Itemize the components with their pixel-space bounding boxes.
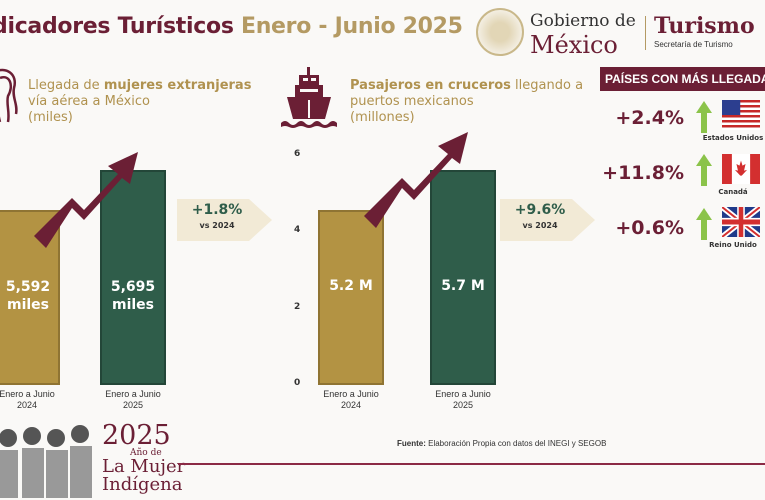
subtitle-unit: (millones): [350, 110, 415, 125]
country-name: Reino Unido: [709, 241, 757, 249]
x-label-2024: Enero a Junio 2024: [323, 389, 379, 410]
x-label-2024: Enero a Junio 2024: [0, 389, 55, 410]
subtitle-line2: puertos mexicanos: [350, 94, 474, 109]
data-label-2024: 5.2 M: [329, 278, 373, 294]
subtitle-unit: (miles): [28, 110, 73, 125]
cruise-ship-icon: [281, 67, 337, 128]
change-percent: +1.8%: [191, 202, 243, 218]
green-up-arrow-icon: [696, 208, 712, 240]
canada-flag-icon: [722, 154, 760, 184]
trend-up-arrow-icon: [364, 132, 468, 228]
bar-2025: [100, 170, 166, 385]
subtitle-text: Llegada de: [28, 78, 104, 93]
source-label: Fuente:: [397, 439, 426, 448]
country-name: Estados Unidos: [702, 134, 764, 142]
logo-brand: Turismo: [654, 13, 755, 39]
year-line2: Indígena: [102, 474, 183, 495]
source-text: Elaboración Propia con datos del INEGI y…: [425, 439, 607, 448]
usa-flag-icon: [722, 100, 760, 130]
change-ref: vs 2024: [522, 221, 558, 230]
country-change: +2.4%: [615, 107, 684, 129]
coat-of-arms-icon: [476, 8, 524, 56]
subtitle-bold: mujeres extranjeras: [103, 78, 252, 93]
change-percent: +9.6%: [514, 202, 566, 218]
y-tick: 4: [294, 225, 301, 236]
x-label-2025: Enero a Junio 2025: [435, 389, 491, 410]
data-label-2024: 5,592 miles: [5, 279, 51, 313]
year-line1: La Mujer: [102, 456, 186, 477]
turismo-logo: Turismo Secretaría de Turismo: [654, 14, 755, 49]
change-badge: +9.6% vs 2024: [500, 199, 595, 241]
y-tick: 0: [294, 378, 301, 388]
countries-panel-header: PAÍSES CON MÁS LLEGADAS: [600, 67, 765, 91]
badge-arrow-shape: [500, 199, 595, 241]
uk-flag-icon: [722, 207, 760, 237]
chart2-subtitle: Pasajeros en cruceros llegando a puertos…: [350, 78, 583, 126]
year-sub: Año de: [130, 448, 162, 458]
change-ref: vs 2024: [199, 221, 235, 230]
year-number: 2025: [102, 420, 171, 451]
trend-up-arrow-icon: [34, 152, 138, 248]
source-note: Fuente: Elaboración Propia con datos del…: [397, 439, 606, 448]
logo-divider: [645, 16, 646, 50]
data-label-2025: 5,695 miles: [110, 279, 156, 313]
y-tick: 6: [294, 149, 301, 159]
country-change: +11.8%: [602, 162, 684, 184]
title-period: Enero - Junio 2025: [240, 14, 463, 39]
subtitle-line2: vía aérea a México: [28, 94, 151, 109]
y-tick: 2: [294, 301, 301, 312]
green-up-arrow-icon: [696, 101, 712, 133]
data-label-2025: 5.7 M: [441, 278, 485, 294]
country-change: +0.6%: [615, 217, 684, 239]
footer-divider: [178, 463, 765, 465]
badge-arrow-shape: [177, 199, 272, 241]
women-silhouettes-icon: [0, 68, 18, 123]
logo-line2: México: [530, 31, 618, 59]
indigenous-women-illustration: [0, 425, 92, 498]
logo-brand-sub: Secretaría de Turismo: [654, 40, 733, 49]
bar-2024: [318, 209, 384, 385]
chart1-subtitle: Llegada de mujeres extranjeras vía aérea…: [28, 78, 251, 126]
x-label-2025: Enero a Junio 2025: [105, 389, 161, 410]
subtitle-bold: Pasajeros en cruceros: [350, 78, 511, 93]
title-main: dicadores Turísticos: [0, 14, 234, 39]
subtitle-text: llegando a: [510, 78, 584, 93]
year-of-indigenous-women-logo: 2025 Año de La Mujer Indígena: [102, 422, 185, 494]
change-badge: +1.8% vs 2024: [177, 199, 272, 241]
green-up-arrow-icon: [696, 154, 712, 186]
country-name: Canadá: [718, 188, 748, 196]
bar-2025: [430, 169, 496, 385]
page-title: dicadores Turísticos Enero - Junio 2025: [0, 14, 463, 39]
gobierno-logo: Gobierno de México: [530, 10, 636, 59]
logo-line1: Gobierno de: [530, 11, 636, 31]
